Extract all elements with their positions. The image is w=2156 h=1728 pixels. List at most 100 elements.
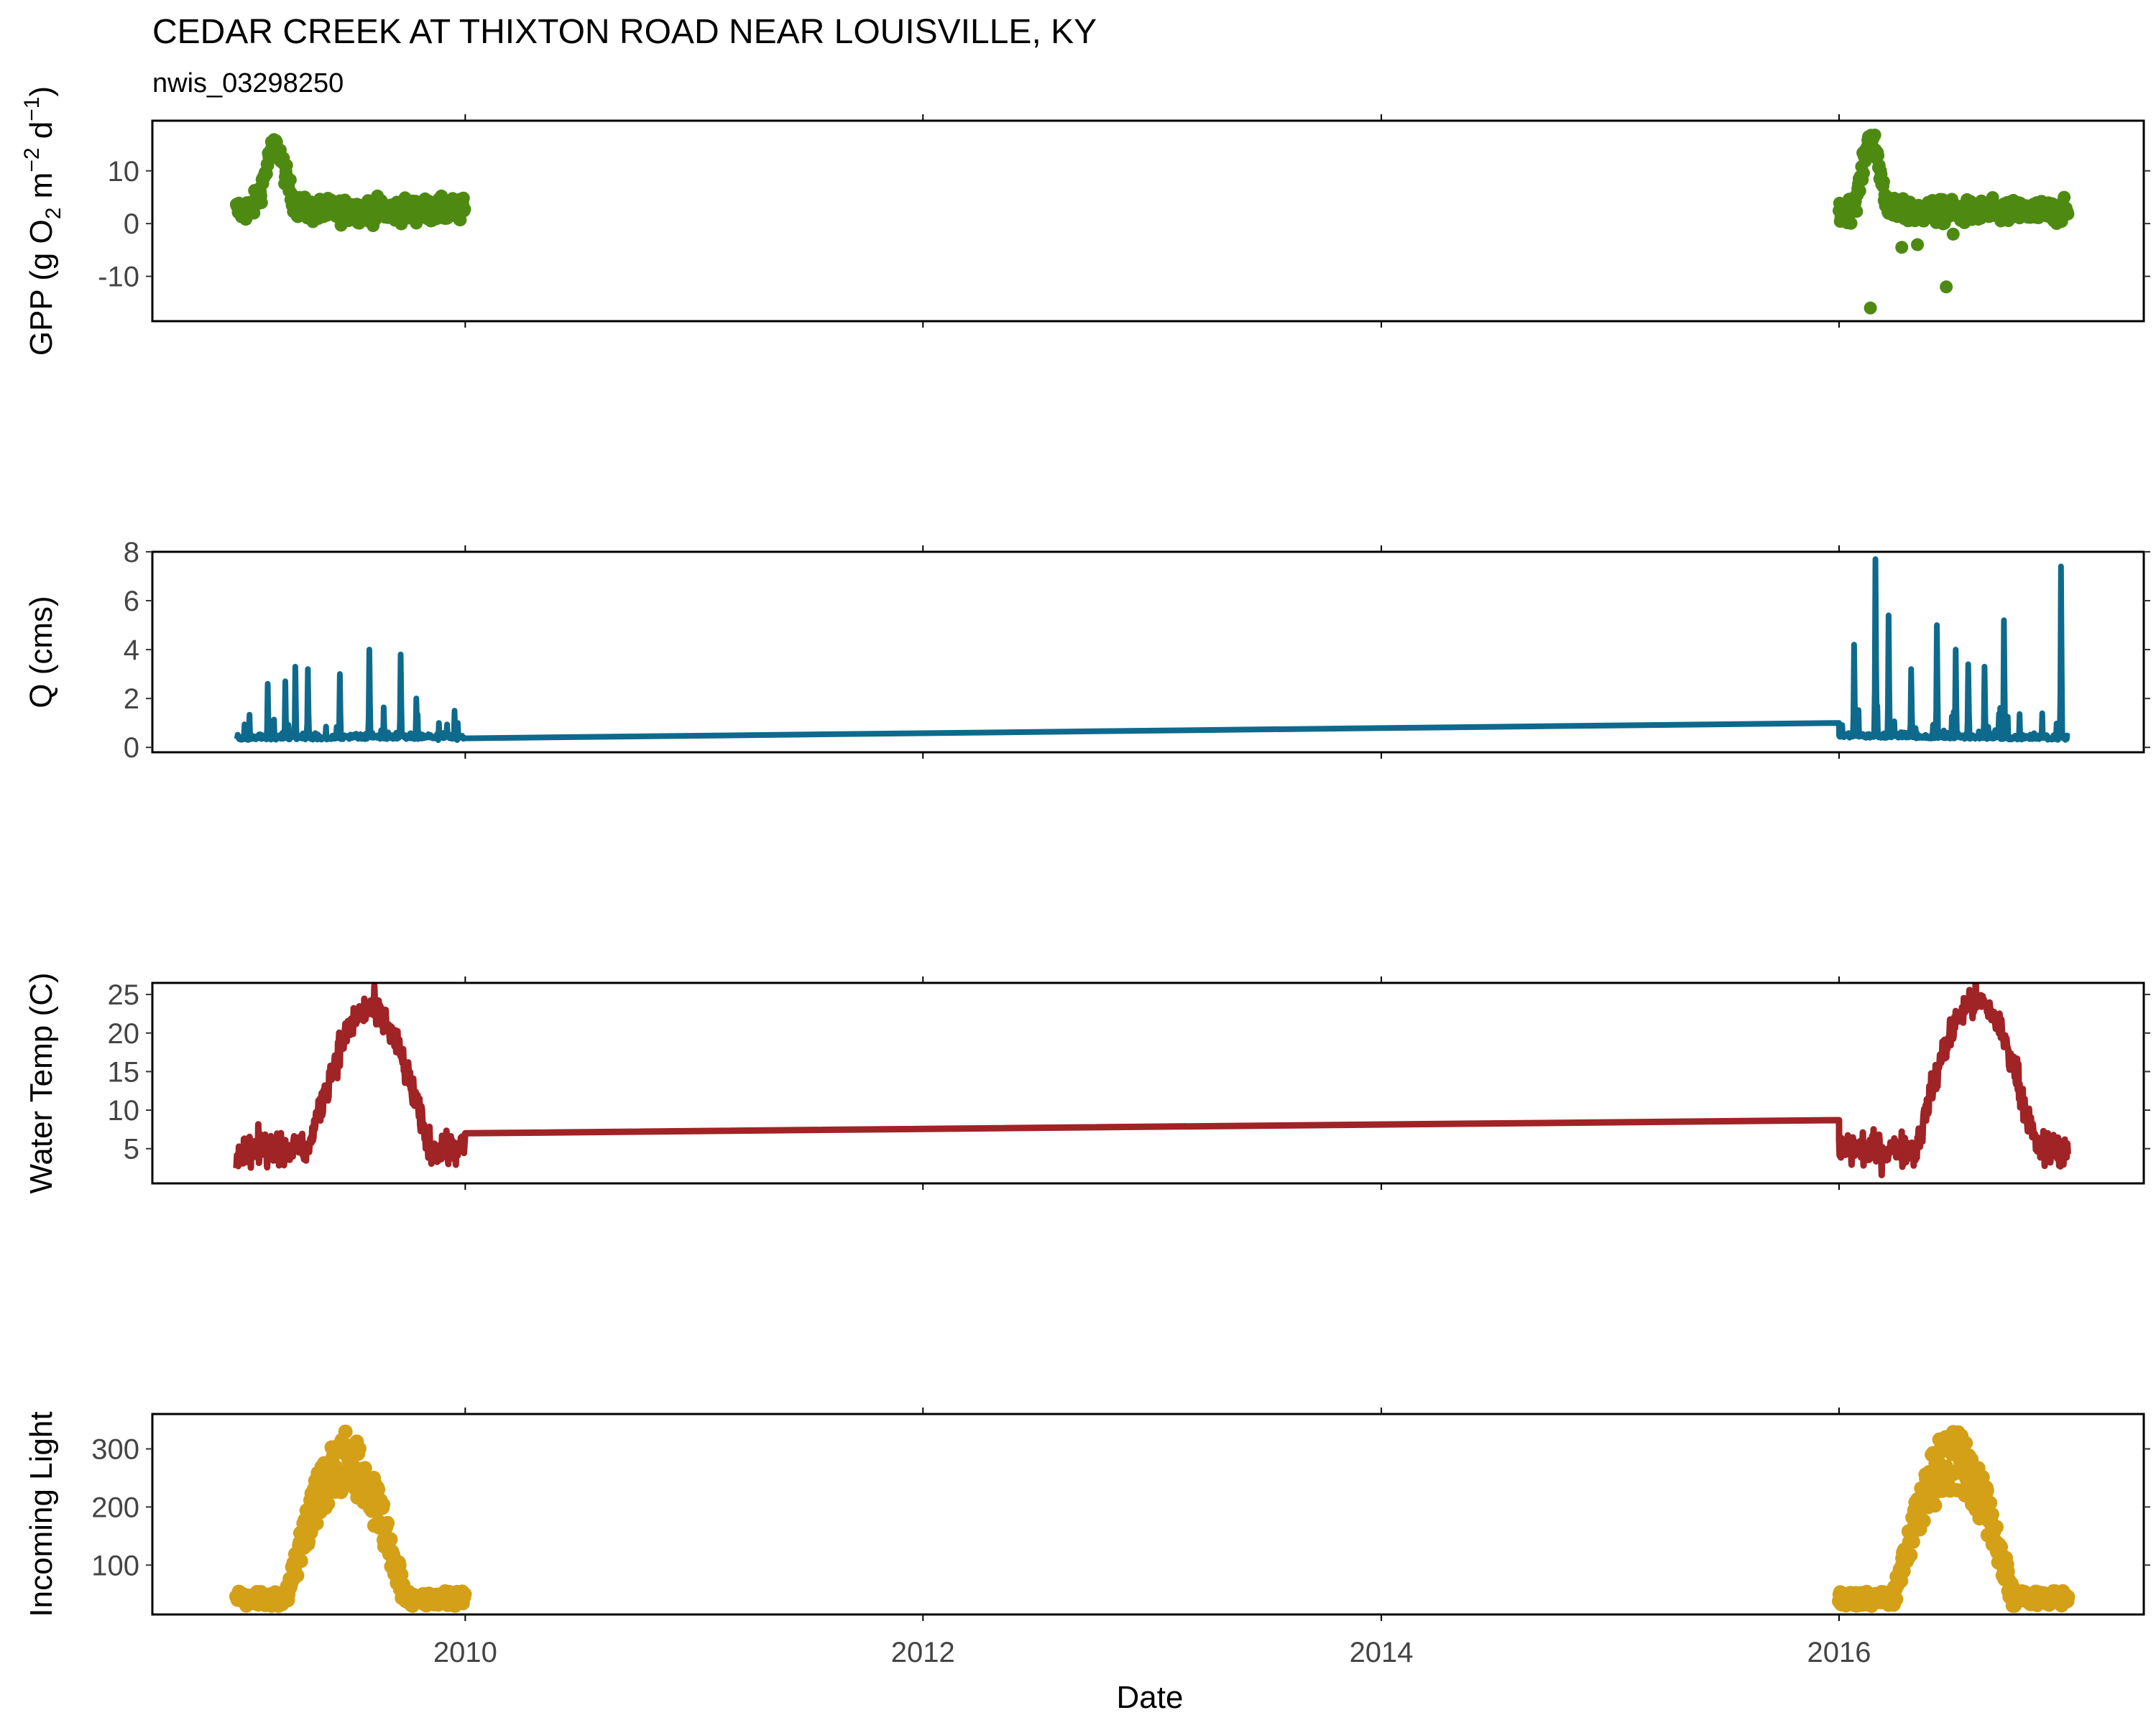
plot-background bbox=[152, 552, 2144, 752]
q-peak-marker-14 bbox=[1936, 624, 1938, 627]
gpp-point bbox=[2058, 190, 2071, 204]
gpp-point bbox=[458, 203, 471, 216]
y-axis-label-part: −2 bbox=[20, 147, 44, 172]
y-tick-label: 2 bbox=[124, 683, 139, 715]
y-tick-label: 100 bbox=[91, 1550, 139, 1581]
gpp-point bbox=[1871, 149, 1885, 162]
y-axis-label: Incoming Light bbox=[24, 1411, 59, 1617]
gpp-outlier-point-1 bbox=[1940, 280, 1953, 294]
y-tick-label: 6 bbox=[124, 586, 139, 617]
y-tick-label: 5 bbox=[124, 1134, 139, 1165]
x-axis-label: Date bbox=[1117, 1680, 1184, 1715]
gpp-point bbox=[2061, 207, 2075, 221]
y-tick-label: 20 bbox=[108, 1018, 140, 1050]
light-point bbox=[1905, 1534, 1920, 1549]
y-axis-label: Q (cms) bbox=[24, 596, 59, 708]
y-tick-label: 4 bbox=[124, 634, 139, 666]
panel-temp: 5 10 15 20 25 Water Temp (C) bbox=[24, 972, 2150, 1194]
light-point bbox=[371, 1482, 386, 1497]
temp-series-line bbox=[233, 983, 2071, 1178]
light-point bbox=[380, 1515, 395, 1530]
q-peak-marker-9 bbox=[456, 722, 459, 724]
gpp-point bbox=[1876, 175, 1890, 188]
gpp-outlier-point-2 bbox=[1895, 241, 1909, 254]
y-tick-label: 10 bbox=[108, 156, 140, 188]
light-point bbox=[309, 1516, 324, 1531]
q-peak-marker-13 bbox=[1910, 668, 1912, 670]
light-point bbox=[351, 1441, 367, 1456]
light-point bbox=[457, 1586, 472, 1602]
q-peak-marker-6 bbox=[400, 653, 402, 655]
light-point bbox=[2060, 1589, 2076, 1604]
panel-border bbox=[151, 550, 2145, 754]
light-point bbox=[321, 1496, 336, 1511]
data-marks bbox=[234, 556, 2070, 743]
q-peak-marker-4 bbox=[338, 673, 341, 675]
y-tick-label: 8 bbox=[124, 537, 139, 568]
q-peak-marker-3 bbox=[307, 668, 309, 670]
y-tick-label: 200 bbox=[91, 1492, 139, 1523]
gpp-point bbox=[254, 196, 268, 209]
light-point bbox=[1927, 1498, 1943, 1513]
y-tick-label: 0 bbox=[124, 208, 139, 240]
data-marks bbox=[233, 983, 2071, 1178]
light-point bbox=[1916, 1513, 1931, 1528]
light-point bbox=[357, 1461, 372, 1476]
q-peak-marker-11 bbox=[1874, 558, 1876, 560]
q-peak-marker-19 bbox=[2060, 565, 2062, 568]
light-point bbox=[290, 1568, 305, 1583]
y-axis-label-part: d bbox=[24, 121, 59, 148]
gpp-point bbox=[1868, 129, 1881, 142]
q-peak-marker-7 bbox=[415, 698, 418, 700]
plot-background bbox=[152, 983, 2144, 1183]
light-point bbox=[338, 1424, 353, 1439]
y-axis-label-part: m bbox=[24, 172, 59, 208]
y-axis-label: Water Temp (C) bbox=[24, 972, 59, 1193]
y-axis-label: GPP (g O2 m−2 d−1) bbox=[20, 86, 65, 356]
gpp-point bbox=[1844, 216, 1858, 230]
y-axis-label-part: 2 bbox=[42, 208, 65, 220]
q-peak-marker-12 bbox=[1887, 614, 1889, 616]
q-peak-marker-10 bbox=[1853, 644, 1855, 646]
q-peak-marker-17 bbox=[1984, 665, 1986, 667]
x-tick-label: 2010 bbox=[433, 1637, 497, 1668]
gpp-point bbox=[1850, 205, 1864, 218]
chart-title: CEDAR CREEK AT THIXTON ROAD NEAR LOUISVI… bbox=[152, 13, 1097, 51]
light-point bbox=[1983, 1495, 1998, 1510]
q-peak-marker-18 bbox=[2003, 619, 2005, 622]
y-tick-label: 300 bbox=[91, 1434, 139, 1466]
panel-q: 0 2 4 6 8 Q (cms) bbox=[24, 537, 2150, 764]
gpp-outlier-point-4 bbox=[1946, 227, 1960, 241]
gpp-outlier-point-0 bbox=[1864, 301, 1877, 315]
q-peak-marker-2 bbox=[294, 665, 296, 667]
panel-gpp: -10 0 10 GPP (g O2 m−2 d−1) bbox=[20, 86, 2150, 356]
gpp-point bbox=[283, 173, 297, 187]
data-marks bbox=[229, 129, 2075, 315]
light-point bbox=[1889, 1591, 1904, 1607]
q-peak-marker-1 bbox=[284, 680, 286, 683]
data-marks bbox=[229, 1424, 2076, 1613]
gpp-outlier-point-3 bbox=[1911, 238, 1925, 251]
q-peak-marker-0 bbox=[267, 683, 269, 685]
q-peak-marker-8 bbox=[438, 722, 440, 724]
y-tick-label: 15 bbox=[108, 1056, 140, 1088]
y-tick-label: 0 bbox=[124, 732, 139, 764]
y-tick-label: 25 bbox=[108, 979, 140, 1011]
q-series-line bbox=[234, 556, 2070, 743]
light-point bbox=[1903, 1548, 1918, 1563]
gpp-point bbox=[1857, 166, 1870, 180]
light-point bbox=[293, 1553, 308, 1568]
panel-border bbox=[151, 119, 2145, 323]
panel-light: 100 200 300 Incoming Light bbox=[24, 1408, 2150, 1621]
plot-background bbox=[152, 1414, 2144, 1614]
q-peak-marker-5 bbox=[368, 649, 370, 651]
y-tick-label: 10 bbox=[108, 1095, 140, 1127]
x-tick-label: 2012 bbox=[891, 1637, 955, 1668]
x-tick-label: 2014 bbox=[1350, 1637, 1414, 1668]
light-point bbox=[1984, 1507, 1999, 1522]
q-peak-marker-15 bbox=[1955, 649, 1957, 651]
y-axis-label-part: ) bbox=[24, 86, 59, 97]
gpp-point bbox=[1853, 184, 1866, 198]
